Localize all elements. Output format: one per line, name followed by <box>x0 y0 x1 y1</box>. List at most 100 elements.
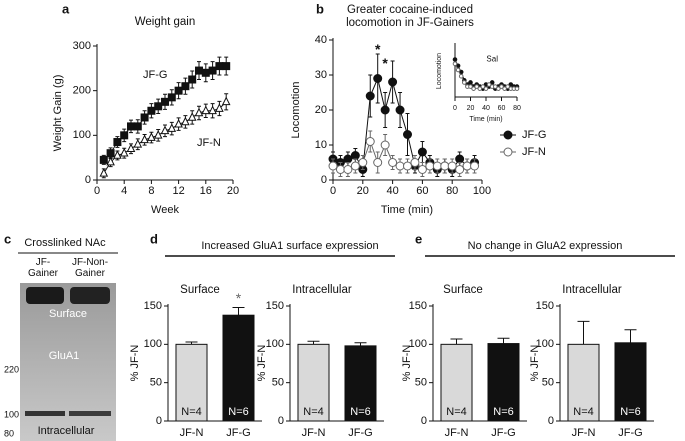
marker <box>126 143 136 153</box>
legend-label: JF-G <box>143 69 167 81</box>
marker <box>403 130 412 139</box>
y-axis-label: Locomotion <box>436 53 443 89</box>
marker <box>222 62 231 71</box>
chart-title: Intracellular <box>292 284 352 296</box>
legend-label: JF-N <box>197 137 221 149</box>
marker <box>113 150 122 159</box>
x-tick-label: JF-N <box>572 427 596 439</box>
bar-label: N=4 <box>573 406 594 418</box>
marker <box>147 132 156 141</box>
marker <box>499 84 504 89</box>
y-axis-label: % JF-N <box>256 345 268 382</box>
marker <box>201 105 211 115</box>
marker <box>455 165 465 174</box>
gel-band <box>70 287 110 304</box>
marker <box>480 84 486 89</box>
x-tick-label: 20 <box>467 105 475 112</box>
marker <box>462 80 467 85</box>
y-tick-label: 0 <box>548 415 554 427</box>
y-tick-label: 100 <box>144 338 162 350</box>
marker <box>106 149 115 158</box>
gel-band <box>26 287 64 304</box>
marker <box>486 82 492 87</box>
marker <box>160 125 170 135</box>
panel-label: c <box>4 231 11 246</box>
marker <box>514 86 520 91</box>
y-tick-label: 200 <box>73 85 91 97</box>
blot-title: Crosslinked NAc <box>24 237 106 249</box>
error-bar <box>450 338 463 345</box>
x-axis-label: Time (min) <box>381 204 433 216</box>
x-tick-label: 20 <box>357 185 369 197</box>
marker <box>127 122 135 131</box>
x-tick-label: JF-N <box>302 427 326 439</box>
marker <box>505 84 511 89</box>
y-axis-label: % JF-N <box>129 345 141 382</box>
marker <box>440 161 450 171</box>
marker <box>153 130 163 139</box>
marker <box>174 86 183 95</box>
bar <box>614 342 647 422</box>
bar <box>175 343 208 422</box>
y-tick-label: 100 <box>266 338 284 350</box>
marker <box>167 123 177 132</box>
marker <box>194 107 204 117</box>
marker <box>161 97 169 106</box>
marker <box>350 161 360 171</box>
bar-label: N=6 <box>493 406 514 418</box>
x-tick-label: 0 <box>94 185 100 197</box>
marker <box>350 151 360 160</box>
bar <box>297 343 330 422</box>
group-title: Increased GluA1 surface expression <box>201 240 378 252</box>
x-tick-label: 40 <box>386 185 398 197</box>
x-tick-label: 60 <box>416 185 428 197</box>
y-tick-label: 300 <box>73 40 91 52</box>
y-tick-label: 0 <box>85 174 91 186</box>
marker <box>187 112 197 121</box>
legend-marker <box>503 147 513 157</box>
marker <box>140 134 149 144</box>
marker-label: 220 <box>4 364 19 374</box>
marker <box>373 74 383 83</box>
error-bar <box>307 340 320 345</box>
gel-band <box>25 411 65 416</box>
marker <box>365 137 375 146</box>
bar-label: N=6 <box>620 406 641 418</box>
x-tick-label: JF-N <box>180 427 204 439</box>
error-bar <box>232 307 245 316</box>
marker <box>417 147 427 157</box>
y-tick-label: 0 <box>278 415 284 427</box>
lane-label: JF-Gainer <box>27 257 58 279</box>
marker <box>493 84 498 89</box>
marker <box>496 86 501 91</box>
y-tick-label: 50 <box>150 377 162 389</box>
marker <box>483 86 489 91</box>
y-tick-label: 0 <box>321 174 327 186</box>
annotation: * <box>382 55 388 71</box>
marker <box>99 155 108 164</box>
marker <box>120 131 129 140</box>
marker <box>395 161 405 171</box>
marker <box>365 91 375 101</box>
bar <box>440 343 473 422</box>
x-tick-label: 20 <box>227 185 239 197</box>
x-tick-label: 40 <box>482 105 490 112</box>
marker <box>195 66 203 75</box>
marker <box>133 122 142 131</box>
marker <box>373 158 383 167</box>
x-tick-label: 4 <box>121 185 127 197</box>
marker <box>147 106 156 115</box>
marker <box>208 105 217 115</box>
y-tick-label: 0 <box>156 415 162 427</box>
y-axis-label: Locomotion <box>290 82 302 139</box>
panel-label: e <box>415 231 422 246</box>
marker <box>343 165 353 174</box>
marker <box>181 116 190 126</box>
marker <box>221 96 231 106</box>
panel-label: d <box>150 231 158 246</box>
marker <box>474 84 480 89</box>
marker <box>358 158 368 167</box>
panel-label: b <box>316 1 324 16</box>
